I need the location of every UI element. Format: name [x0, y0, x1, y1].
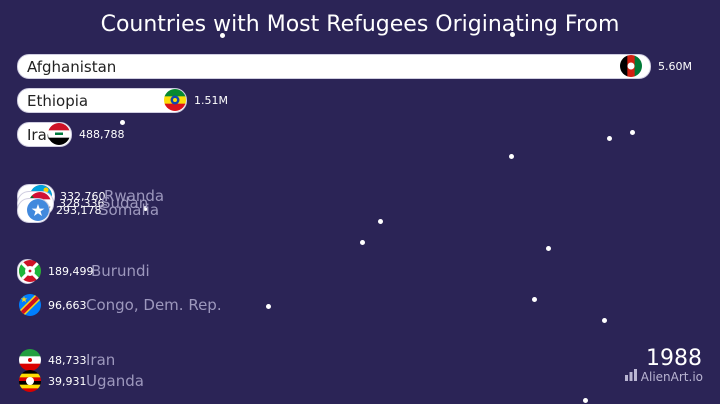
iq-flag-icon [48, 123, 70, 145]
value-label: 5.60M [658, 60, 692, 73]
bi-flag-icon [19, 260, 41, 282]
et-flag-icon [164, 89, 186, 111]
star-decoration [120, 120, 125, 125]
star-decoration [266, 304, 271, 309]
so-flag-icon [27, 199, 49, 221]
star-decoration [630, 130, 635, 135]
chart-title: Countries with Most Refugees Originating… [100, 12, 620, 37]
star-decoration [143, 206, 148, 211]
star-decoration [220, 33, 225, 38]
category-label: Somalia [99, 201, 160, 219]
star-decoration [510, 32, 515, 37]
star-decoration [546, 246, 551, 251]
value-label: 328,336 [59, 197, 105, 210]
category-label: Uganda [86, 372, 144, 390]
star-decoration [602, 318, 607, 323]
ir-flag-icon [19, 349, 41, 371]
category-label: Sudan [101, 194, 149, 212]
year-label: 1988 [646, 346, 702, 371]
bar-chart-icon [624, 369, 637, 384]
value-label: 48,733 [48, 354, 87, 367]
bar-afghanistan: Afghanistan [17, 54, 651, 79]
category-label: Burundi [91, 262, 150, 280]
cd-flag-icon [19, 294, 41, 316]
star-decoration [360, 240, 365, 245]
category-label: Iran [86, 351, 116, 369]
ug-flag-icon [19, 370, 41, 392]
star-decoration [607, 136, 612, 141]
value-label: 293,178 [56, 204, 102, 217]
value-label: 39,931 [48, 375, 87, 388]
value-label: 1.51M [194, 94, 228, 107]
bar-label: Ethiopia [27, 92, 89, 110]
star-decoration [378, 219, 383, 224]
watermark: AlienArt.io [624, 369, 703, 384]
bar-label: Afghanistan [27, 58, 117, 76]
bar-ethiopia: Ethiopia [17, 88, 187, 113]
star-decoration [532, 297, 537, 302]
value-label: 332,760 [60, 190, 106, 203]
value-label: 189,499 [48, 265, 94, 278]
star-decoration [509, 154, 514, 159]
category-label: Rwanda [104, 187, 165, 205]
star-decoration [583, 398, 588, 403]
watermark-text: AlienArt.io [640, 369, 703, 384]
value-label: 488,788 [79, 128, 125, 141]
category-label: Congo, Dem. Rep. [86, 296, 222, 314]
af-flag-icon [620, 55, 642, 77]
value-label: 96,663 [48, 299, 87, 312]
